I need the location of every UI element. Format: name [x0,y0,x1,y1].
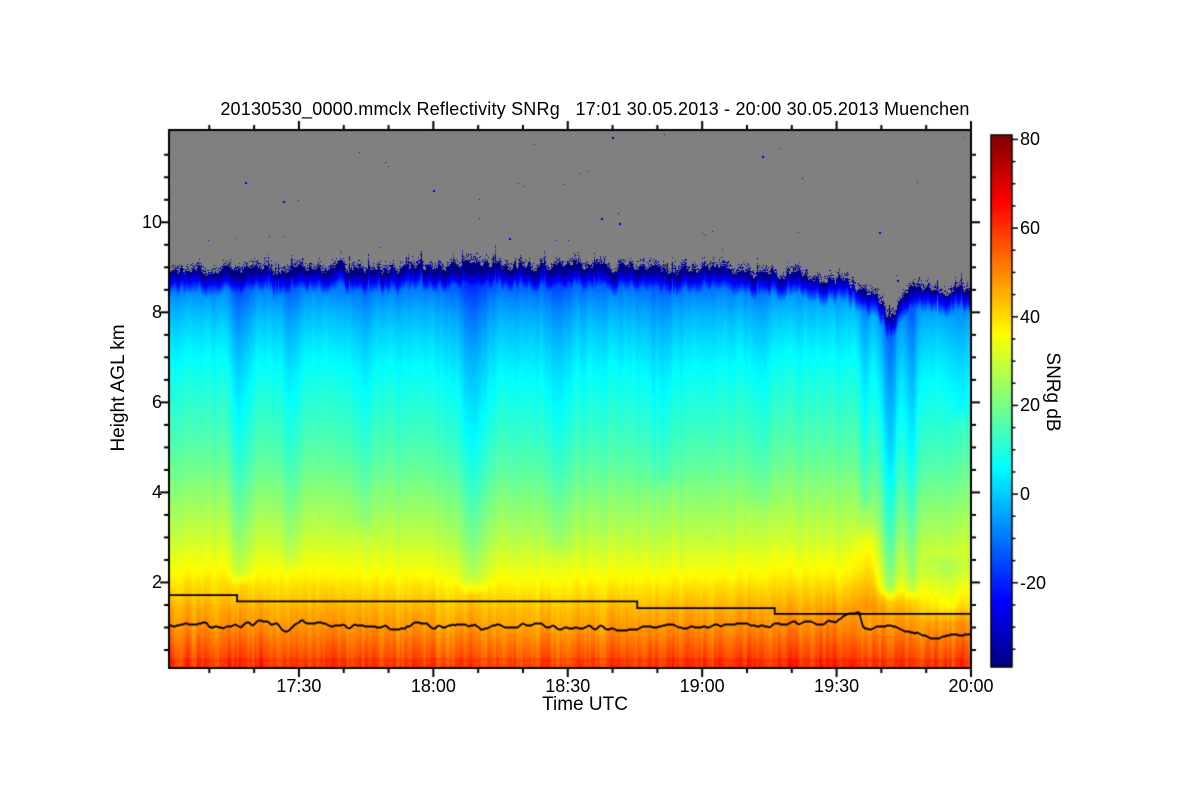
y-tick-label: 4 [151,482,162,503]
y-axis-title: Height AGL km [108,324,129,452]
colorbar-tick-label: -20 [1020,572,1047,593]
y-tick-label: 6 [151,392,162,413]
x-tick-label: 18:00 [410,676,456,696]
colorbar-tick-label: 60 [1020,218,1041,239]
x-tick-label: 18:30 [545,676,591,696]
figure-title: 20130530_0000.mmclx Reflectivity SNRg 17… [220,99,970,119]
colorbar-tick-label: 40 [1020,306,1041,327]
colorbar-tick-label: 0 [1020,484,1031,505]
y-tick-label: 8 [151,302,162,323]
colorbar-tick-label: 20 [1020,395,1041,416]
x-tick-label: 17:30 [276,676,322,696]
colorbar-title: SNRg dB [1042,352,1063,432]
colorbar-tick-label: 80 [1020,129,1041,150]
y-tick-label: 2 [151,572,162,593]
x-tick-label: 19:00 [679,676,725,696]
y-tick-label: 10 [141,212,162,233]
x-tick-label: 20:00 [948,676,994,696]
x-axis-title: Time UTC [542,694,628,715]
x-tick-label: 19:30 [814,676,860,696]
